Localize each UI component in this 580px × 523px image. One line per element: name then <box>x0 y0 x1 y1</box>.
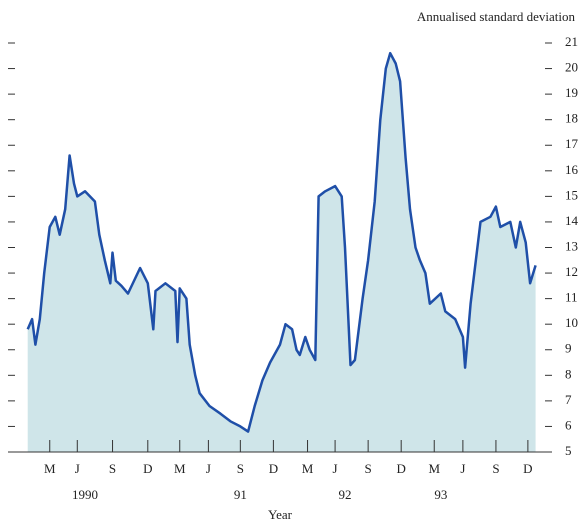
area <box>27 53 536 452</box>
x-tick-label: S <box>237 461 244 476</box>
x-axis-label: Year <box>268 507 293 522</box>
x-tick-label: D <box>396 461 405 476</box>
y-tick-label: 20 <box>565 60 578 75</box>
line <box>26 51 537 433</box>
x-tick-label: M <box>174 461 186 476</box>
year-label: 93 <box>434 487 447 502</box>
x-tick-label: J <box>206 461 211 476</box>
x-tick-label: M <box>302 461 314 476</box>
x-tick-label: S <box>365 461 372 476</box>
y-tick-label: 13 <box>565 238 578 253</box>
y-tick-label: 19 <box>565 85 578 100</box>
year-label: 92 <box>339 487 352 502</box>
x-tick-label: S <box>492 461 499 476</box>
y-tick-label: 6 <box>565 417 572 432</box>
x-tick-label: J <box>75 461 80 476</box>
x-tick-label: M <box>428 461 440 476</box>
x-tick-label: J <box>460 461 465 476</box>
x-tick-label: D <box>143 461 152 476</box>
y-axis-label: Annualised standard deviation <box>417 9 576 24</box>
y-tick-label: 18 <box>565 111 578 126</box>
y-tick-label: 17 <box>565 136 579 151</box>
y-tick-label: 11 <box>565 290 578 305</box>
y-tick-label: 15 <box>565 187 578 202</box>
x-tick-label: M <box>44 461 56 476</box>
y-tick-label: 5 <box>565 443 572 458</box>
y-tick-label: 9 <box>565 341 572 356</box>
x-tick-label: J <box>333 461 338 476</box>
x-tick-label: S <box>109 461 116 476</box>
year-label: 91 <box>234 487 247 502</box>
x-tick-label: D <box>523 461 532 476</box>
y-tick-label: 8 <box>565 366 572 381</box>
y-tick-label: 14 <box>565 213 579 228</box>
y-tick-label: 10 <box>565 315 578 330</box>
y-tick-label: 7 <box>565 392 572 407</box>
y-tick-label: 16 <box>565 162 579 177</box>
x-tick-label: D <box>269 461 278 476</box>
y-tick-label: 21 <box>565 34 578 49</box>
year-label: 1990 <box>72 487 98 502</box>
y-tick-label: 12 <box>565 264 578 279</box>
